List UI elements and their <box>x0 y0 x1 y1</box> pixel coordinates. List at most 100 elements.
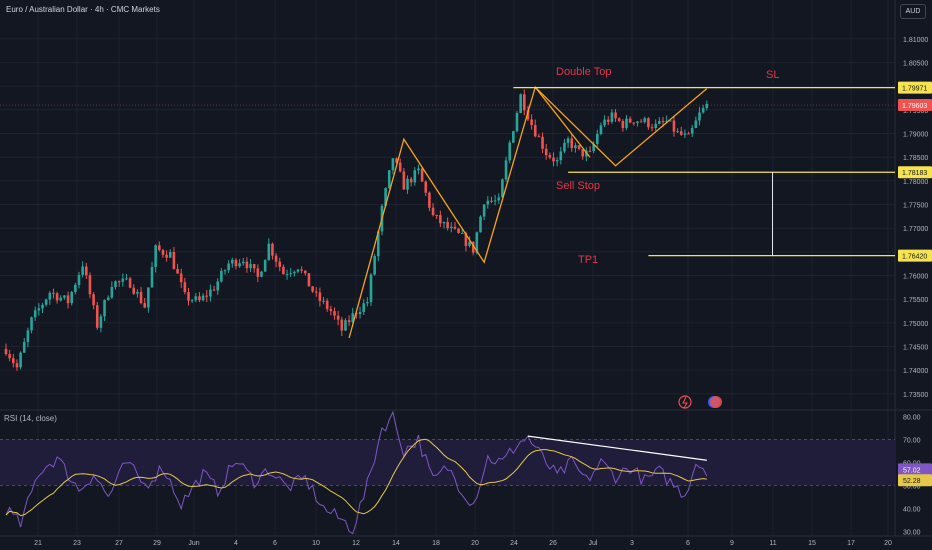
candle-body <box>701 108 705 113</box>
candle-body <box>344 320 347 331</box>
candle-body <box>158 245 161 250</box>
candle-body <box>340 319 344 331</box>
candle-body <box>457 228 460 234</box>
annotation-sell-stop: Sell Stop <box>556 180 600 192</box>
candle-body <box>603 119 606 126</box>
candle-body <box>143 303 146 308</box>
candle-body <box>654 123 657 129</box>
candle-body <box>165 254 168 258</box>
candle-body <box>125 278 128 280</box>
candle-body <box>212 289 216 291</box>
candle-body <box>44 299 48 305</box>
candle-body <box>679 131 683 135</box>
candle-body <box>271 243 274 256</box>
time-tick-label: 10 <box>312 540 320 547</box>
candle-body <box>48 292 52 300</box>
candle-body <box>570 138 574 149</box>
currency-event-icon-2 <box>710 396 722 408</box>
candle-body <box>530 119 533 126</box>
candle-body <box>650 127 654 129</box>
chart-icons <box>678 395 722 409</box>
candle-body <box>15 363 19 368</box>
candle-body <box>471 241 475 253</box>
candle-body <box>347 320 351 323</box>
candle-body <box>464 232 468 247</box>
candle-body <box>318 292 322 302</box>
candle-body <box>231 259 234 264</box>
candle-body <box>209 289 212 297</box>
candle-body <box>245 261 249 269</box>
candle-body <box>216 281 219 291</box>
lightning-icon <box>682 396 688 409</box>
candle-body <box>665 120 668 123</box>
candle-body <box>537 136 541 138</box>
rsi-line <box>5 410 708 535</box>
price-tick-label: 1.77000 <box>903 226 928 233</box>
candle-body <box>406 178 409 190</box>
candle-body <box>482 204 486 217</box>
candle-body <box>278 261 282 267</box>
candle-body <box>37 308 41 311</box>
candle-body <box>606 119 610 122</box>
price-label: 1.76420 <box>902 254 927 261</box>
candle-body <box>588 150 592 152</box>
time-tick-label: 23 <box>73 540 81 547</box>
currency-button[interactable]: AUD <box>900 4 926 19</box>
candle-body <box>234 259 238 267</box>
candle-body <box>599 125 603 134</box>
annotation-double-top: Double Top <box>556 66 611 78</box>
candle-body <box>413 170 417 183</box>
candle-body <box>402 171 406 190</box>
time-tick-label: 26 <box>549 540 557 547</box>
rsi-band <box>0 439 895 486</box>
candle-body <box>555 160 559 162</box>
candle-body <box>420 168 424 182</box>
candle-body <box>369 274 373 303</box>
price-tick-label: 1.74000 <box>903 368 928 375</box>
candle-body <box>577 145 581 150</box>
price-label-bg <box>898 249 932 262</box>
candle-body <box>366 302 369 304</box>
candle-body <box>296 269 300 272</box>
candle-body <box>77 274 81 285</box>
price-tick-label: 1.75000 <box>903 321 928 328</box>
candle-body <box>563 142 566 152</box>
time-tick-label: 3 <box>630 540 634 547</box>
candle-body <box>74 284 77 292</box>
candle-body <box>614 112 617 119</box>
time-tick-label: 14 <box>392 540 400 547</box>
time-tick-label: 9 <box>730 540 734 547</box>
candle-body <box>373 256 376 275</box>
double-top-pattern <box>348 85 708 339</box>
candle-body <box>336 315 340 320</box>
candle-body <box>705 103 709 109</box>
time-tick-label: 20 <box>471 540 479 547</box>
candle-body <box>519 94 522 113</box>
annotation-tp1: TP1 <box>578 254 598 266</box>
candle-body <box>439 215 442 224</box>
candle-body <box>252 264 256 269</box>
candle-body <box>117 281 121 283</box>
candle-body <box>683 133 687 135</box>
candle-body <box>526 110 530 120</box>
candle-body <box>103 299 106 317</box>
candle-body <box>282 266 285 275</box>
candle-body <box>26 330 30 342</box>
candle-body <box>391 158 395 171</box>
rsi-tick-label: 70.00 <box>903 438 921 445</box>
candle-body <box>311 286 314 292</box>
candle-body <box>81 266 84 275</box>
candle-body <box>139 291 143 304</box>
candle-body <box>358 311 362 315</box>
candle-body <box>669 120 672 122</box>
rsi-tick-label: 30.00 <box>903 529 921 536</box>
candle-body <box>661 121 665 123</box>
pattern-upper-line <box>534 86 591 158</box>
price-tick-label: 1.73500 <box>903 392 928 399</box>
time-tick-label: Jun <box>188 540 199 547</box>
time-tick-label: 29 <box>153 540 161 547</box>
candle-body <box>625 118 628 129</box>
candle-body <box>41 304 44 309</box>
price-tick-label: 1.75500 <box>903 297 928 304</box>
